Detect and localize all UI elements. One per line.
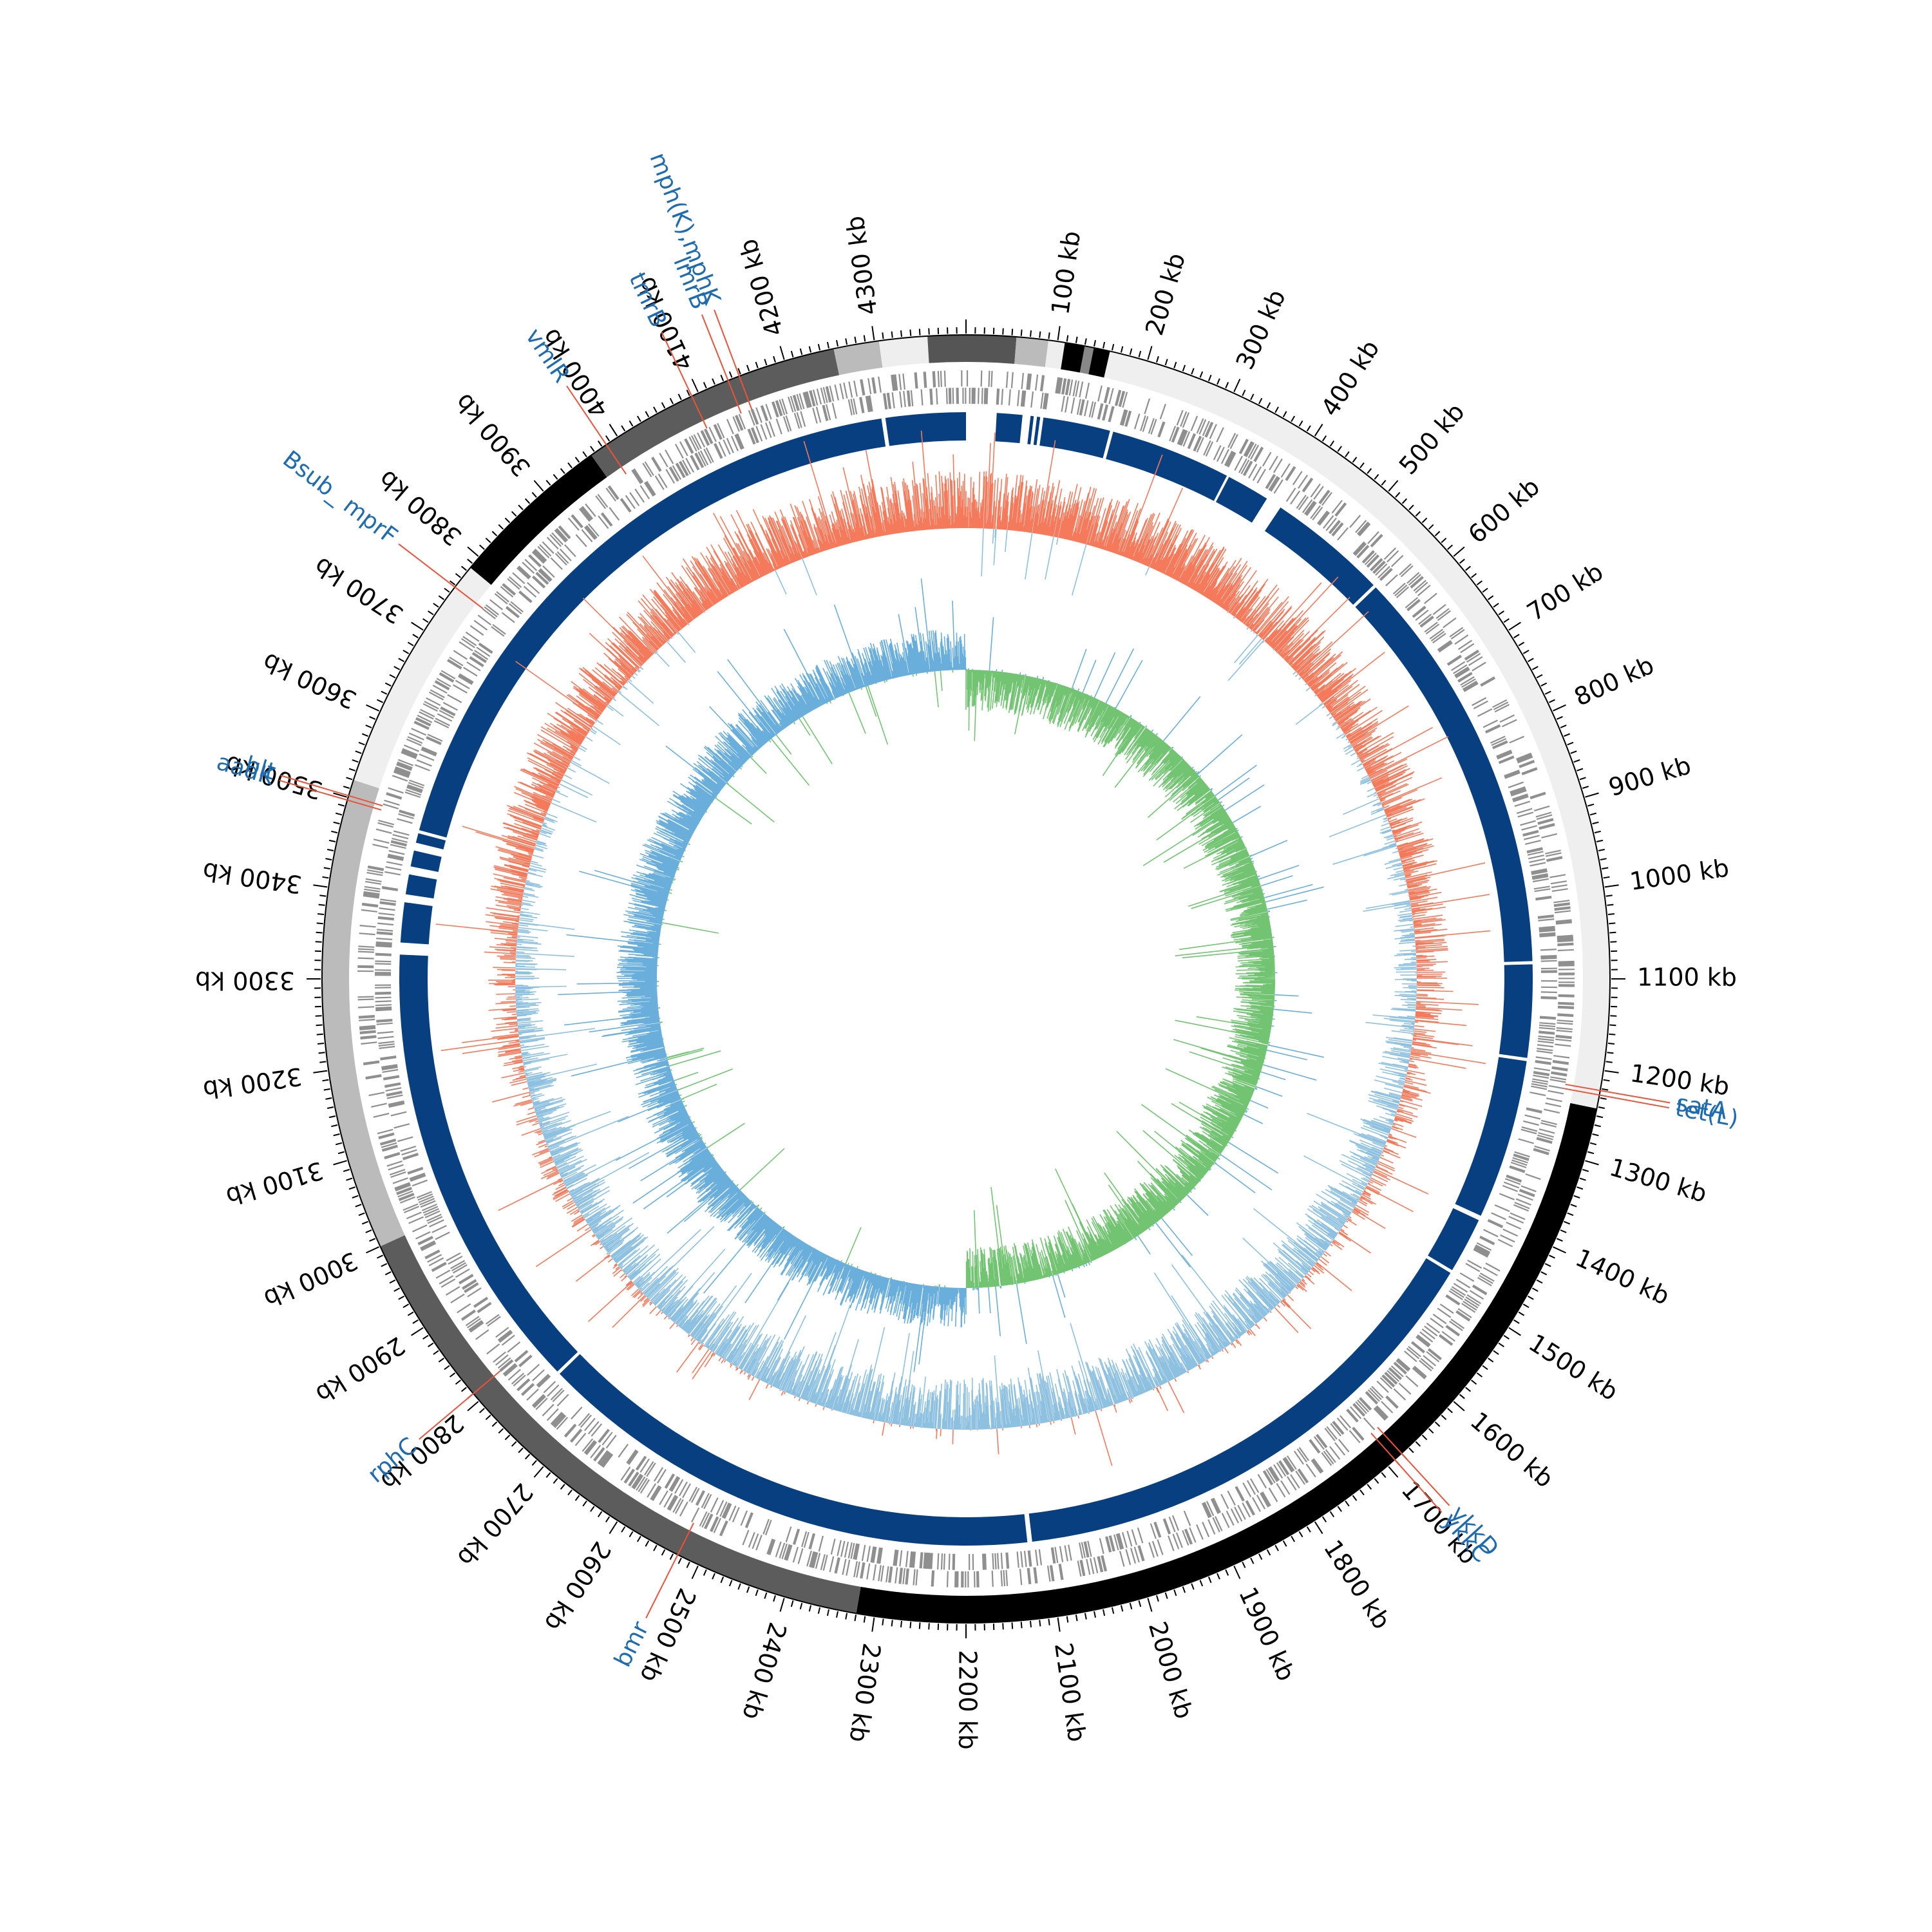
contig-segment-0 [966,335,1017,364]
cds-ring [357,370,1575,1588]
tick-label-1500: 1500 kb [1524,1329,1623,1406]
gc-skew-negative [558,578,1324,1372]
blast-block-6 [1264,507,1374,605]
blast-block-13 [399,954,578,1372]
tick-label-4200: 4200 kb [734,236,789,339]
tick-label-2000: 2000 kb [1143,1618,1198,1722]
tick-label-3000: 3000 kb [260,1246,362,1313]
tick-label-3700: 3700 kb [309,551,408,629]
blast-block-19 [885,412,966,446]
gc-skew-positive [657,669,1276,1289]
blast-block-7 [1355,587,1533,962]
contig-ring [321,334,1611,1624]
tick-label-3400: 3400 kb [201,857,304,899]
annotation-line-7 [280,775,383,807]
tick-label-200: 200 kb [1140,250,1191,339]
blast-hit-ring [399,412,1533,1546]
tick-label-1400: 1400 kb [1571,1244,1674,1311]
outer-circle [321,334,1611,1624]
blast-block-14 [400,902,433,945]
annotation-line-0 [1565,1083,1671,1104]
blast-block-2 [1033,416,1041,446]
annotation-line-5 [419,1370,501,1440]
contig-segment-14 [878,336,929,368]
tick-label-3100: 3100 kb [223,1156,327,1211]
tick-label-300: 300 kb [1231,285,1291,374]
tick-label-500: 500 kb [1394,398,1470,480]
contig-segment-11 [470,455,607,585]
gene-label-1: tet(L) [1673,1095,1740,1132]
gc-below-average [515,528,1417,1430]
contig-segment-2 [1045,340,1065,370]
tick-label-4300: 4300 kb [840,214,883,317]
tick-marks [307,319,1625,1638]
tick-label-3300: 3300 kb [195,967,295,995]
tick-label-2600: 2600 kb [538,1537,616,1636]
contig-segment-4 [1079,346,1094,375]
annotation-line-11 [701,314,742,414]
tick-label-2300: 2300 kb [844,1642,886,1745]
contig-segment-12 [591,348,840,477]
tick-label-3200: 3200 kb [201,1062,304,1104]
blast-block-15 [405,874,437,899]
contig-segment-1 [1014,337,1049,367]
blast-block-8 [1499,964,1533,1058]
gene-label-8: Bsub_ mprF [278,446,402,550]
contig-segment-13 [833,341,883,375]
scale-ticks [307,319,1625,1638]
blast-block-12 [559,1354,1028,1546]
annotation-line-10 [661,332,708,429]
cds-features [357,370,1575,1588]
blast-block-5 [1216,477,1267,523]
tick-label-600: 600 kb [1463,472,1545,549]
tick-label-2400: 2400 kb [737,1619,792,1723]
tick-label-1000: 1000 kb [1628,853,1731,896]
contig-segment-3 [1061,342,1085,373]
contig-segment-5 [1088,347,1110,378]
contig-segment-10 [353,567,491,788]
tick-label-2200: 2200 kb [954,1650,982,1750]
blast-block-3 [1039,417,1110,459]
annotation-line-8 [398,543,484,609]
contig-segment-9 [321,779,405,1247]
annotation-line-9 [566,385,627,475]
blast-block-4 [1106,431,1227,501]
tick-label-2900: 2900 kb [311,1331,410,1409]
blast-block-1 [1027,415,1034,445]
annotation-line-1 [1564,1088,1669,1109]
tick-label-1100: 1100 kb [1637,963,1737,992]
blast-block-11 [1028,1258,1451,1542]
tick-label-900: 900 kb [1605,751,1694,802]
tick-label-1900: 1900 kb [1233,1583,1300,1685]
tick-label-800: 800 kb [1570,651,1658,712]
annotation-line-3 [1370,1432,1443,1513]
annotation-line-4 [645,1522,694,1619]
tick-label-100: 100 kb [1046,229,1086,317]
annotation-line-2 [1377,1426,1450,1506]
tick-label-1300: 1300 kb [1606,1153,1710,1208]
gc-skew-ring [558,578,1324,1372]
annotation-line-12 [714,309,753,410]
blast-block-17 [415,833,446,850]
gc-content-ring [435,430,1491,1466]
tick-label-3600: 3600 kb [258,647,361,714]
gc-above-average [435,430,1491,1466]
blast-block-0 [995,413,1023,444]
tick-label-1600: 1600 kb [1465,1406,1559,1493]
blast-block-10 [1428,1208,1479,1271]
contig-segment-15 [927,335,966,363]
tick-label-2700: 2700 kb [451,1478,538,1572]
tick-label-400: 400 kb [1316,335,1385,421]
annotation-line-6 [279,779,382,811]
blast-block-16 [410,850,442,872]
blast-block-9 [1455,1057,1527,1216]
tick-label-700: 700 kb [1522,557,1608,627]
tick-label-1800: 1800 kb [1318,1535,1396,1634]
tick-label-3900: 3900 kb [450,388,536,482]
tick-label-2100: 2100 kb [1049,1641,1092,1744]
